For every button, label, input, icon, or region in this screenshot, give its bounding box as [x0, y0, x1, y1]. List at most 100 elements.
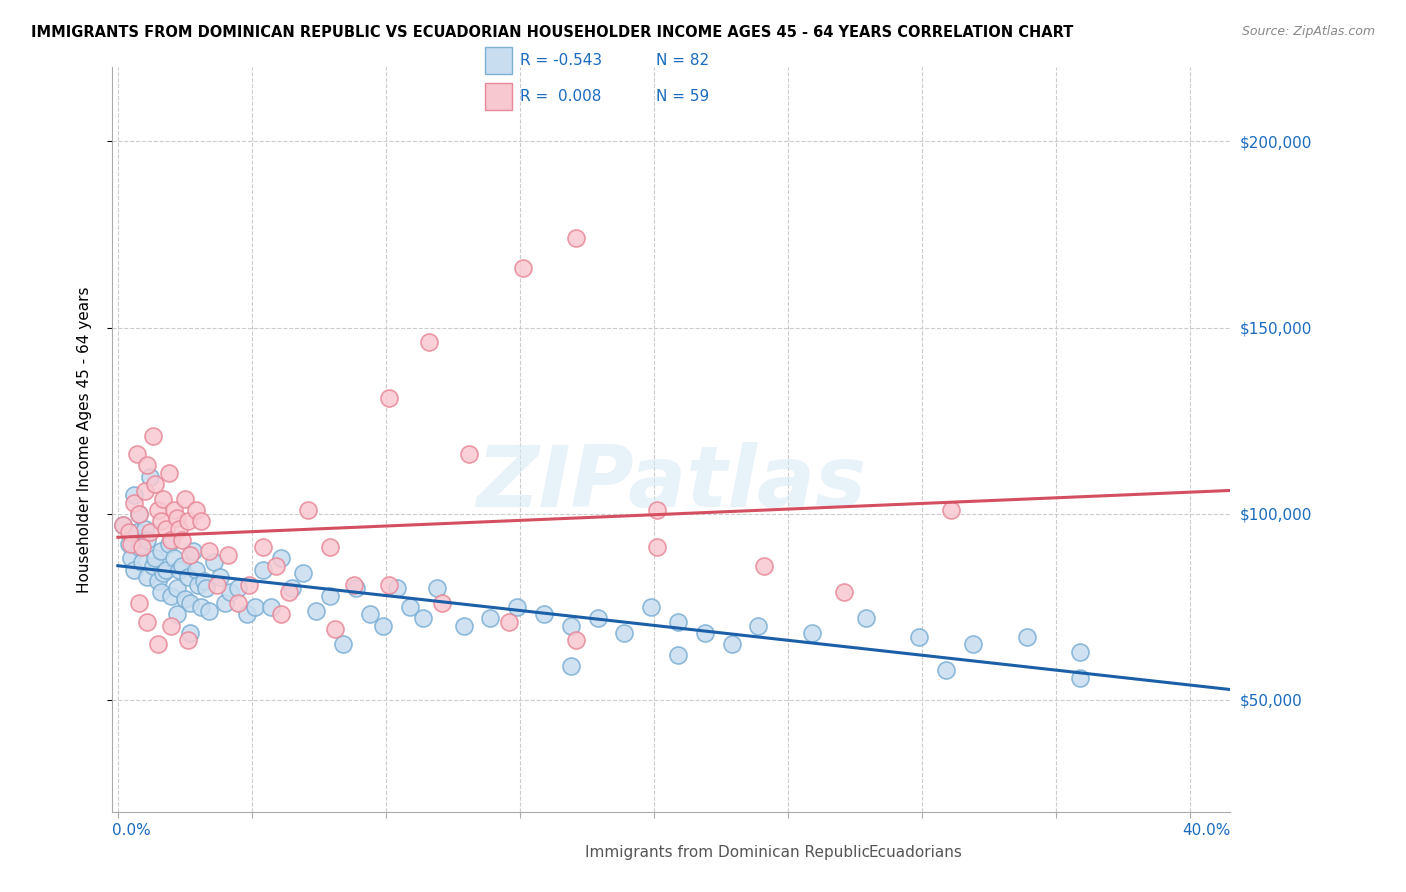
Point [169, 563, 191, 577]
Point [152, 566, 174, 581]
Point [645, 541, 668, 555]
Point [184, 563, 207, 577]
Point [136, 570, 159, 584]
Point [145, 551, 167, 566]
Point [142, 428, 165, 442]
Point [202, 555, 225, 569]
Text: R =  0.008: R = 0.008 [520, 89, 602, 104]
Point [666, 615, 689, 629]
Point [160, 589, 183, 603]
Point [747, 618, 769, 632]
Point [832, 585, 855, 599]
Point [195, 582, 218, 596]
Point [270, 551, 292, 566]
Point [640, 599, 662, 614]
Point [181, 544, 204, 558]
Point [259, 599, 281, 614]
Point [179, 626, 201, 640]
Point [332, 637, 354, 651]
Point [117, 525, 139, 540]
Point [125, 447, 148, 461]
Point [117, 536, 139, 550]
Y-axis label: Householder Income Ages 45 - 64 years: Householder Income Ages 45 - 64 years [77, 286, 91, 592]
Point [908, 630, 931, 644]
Point [278, 585, 301, 599]
FancyBboxPatch shape [485, 83, 512, 110]
Point [128, 507, 150, 521]
Point [172, 558, 194, 573]
Point [399, 599, 422, 614]
Text: 40.0%: 40.0% [1182, 823, 1230, 838]
Point [941, 503, 963, 517]
Point [149, 544, 172, 558]
Text: 0.0%: 0.0% [112, 823, 152, 838]
Text: Ecuadorians: Ecuadorians [869, 846, 963, 860]
Point [235, 607, 257, 622]
Point [343, 577, 366, 591]
Point [318, 589, 340, 603]
Point [155, 563, 177, 577]
Point [323, 622, 346, 636]
Point [752, 558, 775, 573]
Point [160, 618, 183, 632]
Point [128, 596, 150, 610]
Point [131, 555, 153, 569]
Point [179, 596, 201, 610]
Point [120, 536, 142, 550]
Point [506, 599, 529, 614]
Point [139, 469, 162, 483]
Point [418, 335, 440, 350]
Point [243, 599, 266, 614]
Point [112, 518, 135, 533]
Point [176, 514, 198, 528]
Point [173, 592, 195, 607]
Point [1015, 630, 1038, 644]
Point [136, 458, 159, 473]
Point [146, 503, 169, 517]
Point [281, 582, 304, 596]
Point [291, 566, 314, 581]
Point [157, 536, 180, 550]
Point [412, 611, 434, 625]
Point [377, 577, 399, 591]
Point [565, 231, 588, 245]
Point [344, 582, 367, 596]
Point [198, 544, 221, 558]
Point [149, 514, 172, 528]
Point [142, 558, 165, 573]
Point [122, 488, 145, 502]
Point [693, 626, 716, 640]
Point [190, 599, 212, 614]
Point [228, 596, 250, 610]
Point [855, 611, 877, 625]
Point [498, 615, 520, 629]
Point [217, 548, 239, 562]
Point [935, 663, 957, 677]
Text: ZIPatlas: ZIPatlas [477, 442, 866, 525]
Point [666, 648, 689, 663]
Point [193, 574, 215, 588]
Point [586, 611, 609, 625]
Point [205, 577, 228, 591]
Text: Immigrants from Dominican Republic: Immigrants from Dominican Republic [585, 846, 870, 860]
Point [166, 607, 188, 622]
Point [560, 618, 582, 632]
Point [139, 525, 162, 540]
Point [176, 633, 198, 648]
Point [152, 491, 174, 506]
Point [560, 659, 582, 673]
Point [136, 533, 159, 547]
Point [198, 604, 221, 618]
Point [252, 541, 274, 555]
Point [801, 626, 824, 640]
Point [120, 551, 142, 566]
Point [228, 582, 250, 596]
Point [219, 585, 242, 599]
Point [173, 491, 195, 506]
Point [172, 533, 194, 547]
Point [122, 563, 145, 577]
Point [134, 484, 156, 499]
Text: N = 82: N = 82 [657, 53, 709, 68]
Point [453, 618, 475, 632]
Text: Source: ZipAtlas.com: Source: ZipAtlas.com [1241, 25, 1375, 38]
